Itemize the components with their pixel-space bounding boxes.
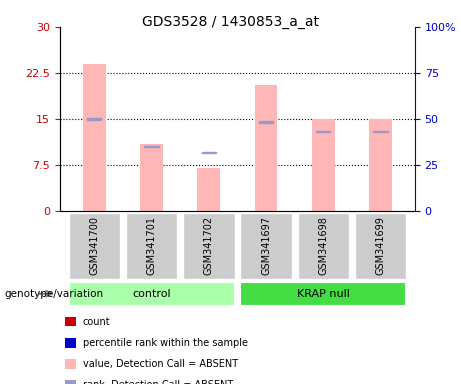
Text: percentile rank within the sample: percentile rank within the sample xyxy=(83,338,248,348)
Text: GSM341701: GSM341701 xyxy=(147,216,157,275)
FancyBboxPatch shape xyxy=(297,213,349,279)
FancyBboxPatch shape xyxy=(355,213,406,279)
FancyBboxPatch shape xyxy=(183,213,235,279)
Text: KRAP null: KRAP null xyxy=(297,289,350,299)
Bar xyxy=(259,121,273,123)
FancyBboxPatch shape xyxy=(126,213,177,279)
Text: control: control xyxy=(132,289,171,299)
Text: GSM341698: GSM341698 xyxy=(318,216,328,275)
Bar xyxy=(369,119,392,211)
Text: genotype/variation: genotype/variation xyxy=(5,289,104,299)
Bar xyxy=(197,168,220,211)
Text: count: count xyxy=(83,317,111,327)
Text: GSM341702: GSM341702 xyxy=(204,216,214,275)
Bar xyxy=(140,144,163,211)
FancyBboxPatch shape xyxy=(69,282,235,306)
Text: GSM341699: GSM341699 xyxy=(376,216,385,275)
Bar xyxy=(373,131,388,132)
Bar xyxy=(254,85,278,211)
Bar xyxy=(83,64,106,211)
Text: rank, Detection Call = ABSENT: rank, Detection Call = ABSENT xyxy=(83,380,233,384)
FancyBboxPatch shape xyxy=(69,213,120,279)
Text: GSM341700: GSM341700 xyxy=(89,216,99,275)
Bar xyxy=(316,131,331,132)
Text: value, Detection Call = ABSENT: value, Detection Call = ABSENT xyxy=(83,359,238,369)
Bar xyxy=(144,146,159,147)
Text: GDS3528 / 1430853_a_at: GDS3528 / 1430853_a_at xyxy=(142,15,319,29)
Text: GSM341697: GSM341697 xyxy=(261,216,271,275)
FancyBboxPatch shape xyxy=(240,213,292,279)
Bar xyxy=(312,119,335,211)
FancyBboxPatch shape xyxy=(240,282,406,306)
Bar xyxy=(201,152,216,154)
Bar xyxy=(87,118,101,120)
